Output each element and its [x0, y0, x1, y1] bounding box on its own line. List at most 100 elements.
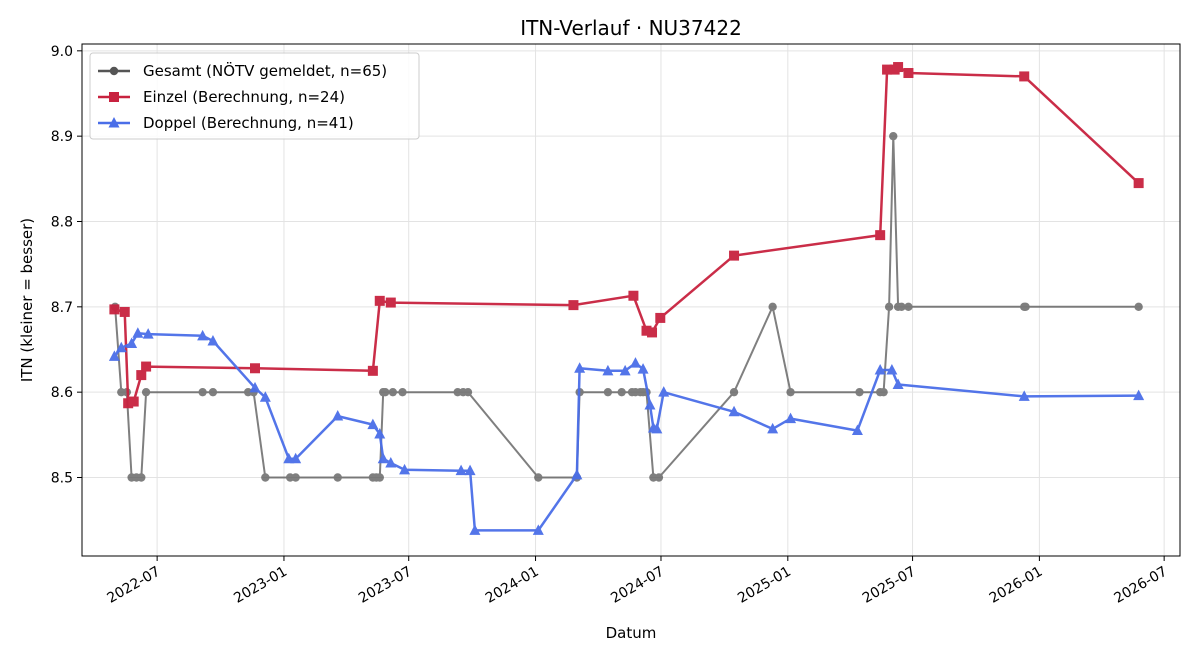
- data-point: [532, 524, 544, 535]
- data-point: [619, 364, 631, 376]
- legend-marker: [108, 117, 120, 128]
- data-point: [729, 387, 739, 397]
- data-point: [897, 302, 906, 312]
- x-tick-label: 2023-01: [231, 564, 290, 607]
- series-3: [108, 327, 1145, 535]
- data-point: [1019, 71, 1030, 82]
- data-point: [851, 424, 863, 436]
- x-tick-label: 2024-01: [483, 564, 542, 607]
- x-tick-label: 2025-07: [860, 564, 919, 607]
- legend-box: [89, 52, 420, 140]
- x-axis: 2022-07 2023-01 2023-07 2024-01 2024-07 2025-…: [104, 556, 1170, 607]
- data-point: [333, 473, 342, 482]
- data-point: [728, 405, 740, 417]
- data-point: [367, 365, 378, 376]
- data-point: [141, 387, 151, 397]
- data-point: [641, 325, 652, 336]
- data-point: [767, 422, 779, 434]
- legend-label: Doppel (Berechnung, n=41): [143, 114, 354, 132]
- data-point: [207, 334, 219, 346]
- data-point: [571, 468, 583, 480]
- data-point: [617, 387, 626, 397]
- data-point: [142, 328, 154, 339]
- data-point: [874, 363, 886, 375]
- data-point: [1018, 390, 1030, 401]
- data-point: [375, 473, 384, 482]
- data-point: [658, 386, 670, 397]
- data-point: [637, 363, 649, 374]
- data-point: [628, 290, 639, 301]
- data-point: [644, 398, 656, 410]
- data-point: [374, 427, 386, 439]
- data-point: [290, 452, 302, 464]
- data-point: [385, 456, 397, 468]
- data-point: [893, 62, 904, 73]
- data-point: [208, 387, 218, 397]
- legend-label: Einzel (Berechnung, n=24): [143, 88, 345, 106]
- data-point: [126, 337, 138, 349]
- legend-entry: Einzel (Berechnung, n=24): [98, 88, 345, 106]
- data-point: [249, 381, 261, 393]
- x-tick-label: 2025-01: [735, 564, 794, 607]
- data-point: [398, 387, 407, 397]
- x-tick-label: 2023-07: [356, 564, 415, 607]
- data-point: [882, 64, 893, 75]
- series-layer: [108, 62, 1145, 535]
- x-tick-label: 2026-07: [1111, 564, 1170, 607]
- data-point: [261, 473, 270, 482]
- legend: Gesamt (NÖTV gemeldet, n=65) Einzel (Bere…: [89, 52, 420, 140]
- data-point: [377, 452, 389, 464]
- data-point: [141, 361, 152, 372]
- y-axis-title: ITN (kleiner = besser): [18, 218, 36, 382]
- y-tick-label: 8.6: [51, 385, 73, 401]
- data-point: [602, 364, 614, 376]
- legend-entry: Doppel (Berechnung, n=41): [98, 114, 354, 132]
- data-point: [108, 350, 120, 361]
- data-point: [654, 473, 664, 482]
- data-point: [1133, 389, 1145, 401]
- data-point: [886, 363, 898, 375]
- y-tick-label: 8.7: [51, 300, 73, 316]
- data-point: [855, 387, 864, 397]
- data-point: [137, 473, 146, 482]
- x-axis-title: Datum: [606, 624, 657, 642]
- data-point: [132, 327, 144, 338]
- x-tick-label: 2026-01: [987, 564, 1046, 607]
- data-point: [785, 412, 797, 424]
- legend-marker: [109, 92, 119, 102]
- data-point: [197, 329, 209, 341]
- data-point: [367, 418, 379, 430]
- data-point: [875, 230, 886, 241]
- data-point: [283, 452, 295, 464]
- data-point: [109, 304, 120, 315]
- data-point: [903, 68, 914, 79]
- data-point: [1133, 178, 1144, 189]
- data-point: [1134, 302, 1143, 312]
- data-point: [332, 410, 344, 421]
- data-point: [123, 398, 134, 409]
- data-point: [291, 473, 300, 482]
- legend-marker: [109, 66, 119, 76]
- y-tick-label: 8.8: [51, 214, 73, 230]
- data-point: [647, 327, 658, 338]
- data-point: [198, 387, 207, 397]
- data-point: [381, 387, 390, 397]
- data-point: [119, 306, 130, 317]
- data-point: [136, 370, 147, 381]
- chart-title: ITN-Verlauf · NU37422: [520, 16, 742, 40]
- series-line: [113, 332, 1139, 532]
- data-point: [374, 295, 385, 306]
- data-point: [892, 378, 904, 389]
- y-axis: 8.5 8.6 8.7 8.8 8.9 9.0: [51, 44, 82, 486]
- x-tick-label: 2024-07: [608, 564, 667, 607]
- data-point: [574, 362, 586, 373]
- data-point: [455, 464, 467, 476]
- x-tick-label: 2022-07: [104, 564, 163, 607]
- series-2: [109, 62, 1144, 409]
- data-point: [1021, 302, 1030, 312]
- data-point: [879, 387, 888, 397]
- data-point: [115, 341, 127, 353]
- y-tick-label: 8.9: [51, 129, 73, 145]
- data-point: [128, 396, 139, 407]
